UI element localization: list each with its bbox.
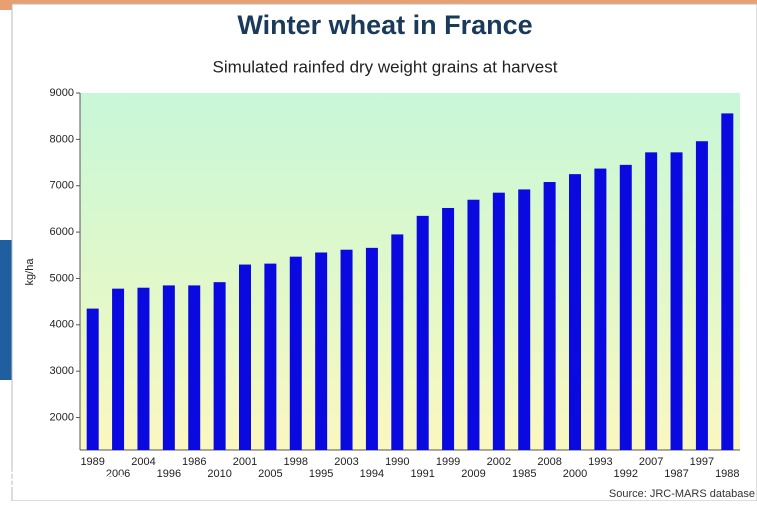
x-tick-label: 2000 — [563, 468, 587, 480]
bar — [340, 249, 353, 450]
y-tick-label: 6000 — [50, 226, 74, 238]
bar — [543, 182, 556, 450]
bar — [492, 192, 505, 450]
bar — [391, 234, 404, 450]
x-tick-label: 1989 — [80, 456, 104, 468]
bar — [264, 263, 277, 450]
bar — [721, 113, 734, 451]
x-tick-label: 2010 — [207, 468, 231, 480]
x-tick-label: 1992 — [614, 468, 638, 480]
y-tick-label: 7000 — [50, 180, 74, 192]
x-tick-label: 2008 — [537, 456, 561, 468]
x-tick-label: 1995 — [309, 468, 333, 480]
y-tick-label: 2000 — [50, 411, 74, 423]
x-tick-label: 2004 — [131, 456, 155, 468]
x-tick-label: 1987 — [664, 468, 688, 480]
x-tick-label: 2005 — [258, 468, 282, 480]
bar — [467, 199, 480, 450]
bar — [594, 168, 607, 450]
x-tick-label: 1999 — [436, 456, 460, 468]
x-tick-label: 2007 — [639, 456, 663, 468]
bar — [695, 141, 708, 450]
bar — [137, 287, 150, 450]
x-tick-label: 1996 — [157, 468, 181, 480]
bar — [188, 285, 201, 450]
y-tick-label: 3000 — [50, 365, 74, 377]
x-tick-label: 1991 — [410, 468, 434, 480]
x-tick-label: 2003 — [334, 456, 358, 468]
x-tick-label: 2006 — [106, 468, 130, 480]
bar — [670, 152, 683, 450]
bar — [619, 164, 632, 450]
bar — [518, 189, 531, 450]
x-tick-label: 1997 — [690, 456, 714, 468]
bar — [416, 215, 429, 450]
x-tick-label: 2009 — [461, 468, 485, 480]
source: Source: JRC-MARS database — [609, 488, 755, 500]
x-tick-label: 2002 — [487, 456, 511, 468]
x-tick-label: 1998 — [284, 456, 308, 468]
y-axis-label: kg/ha — [24, 258, 36, 286]
y-tick-label: 9000 — [50, 87, 74, 99]
bar — [315, 252, 328, 450]
backdrop-strip — [0, 240, 12, 380]
bar — [569, 174, 581, 451]
plot-area — [80, 93, 740, 450]
bar — [442, 207, 455, 450]
x-tick-label: 1990 — [385, 456, 409, 468]
bar — [112, 288, 125, 450]
chart-subtitle: Simulated rainfed dry weight grains at h… — [213, 57, 558, 76]
bar — [365, 247, 378, 450]
x-tick-label: 1985 — [512, 468, 536, 480]
bar — [162, 285, 175, 450]
chart-title: Winter wheat in France — [237, 10, 532, 40]
overlay-text: Space Office — [2, 467, 128, 492]
bar — [213, 282, 226, 450]
bar — [645, 152, 658, 450]
x-tick-label: 1988 — [715, 468, 739, 480]
y-tick-label: 4000 — [50, 319, 74, 331]
x-tick-label: 1993 — [588, 456, 612, 468]
bar — [86, 308, 99, 450]
x-tick-label: 1986 — [182, 456, 206, 468]
x-tick-label: 2001 — [233, 456, 257, 468]
y-tick-label: 5000 — [50, 272, 74, 284]
y-tick-label: 8000 — [50, 133, 74, 145]
x-tick-label: 1994 — [360, 468, 384, 480]
bar — [239, 264, 251, 450]
bar — [289, 256, 302, 450]
